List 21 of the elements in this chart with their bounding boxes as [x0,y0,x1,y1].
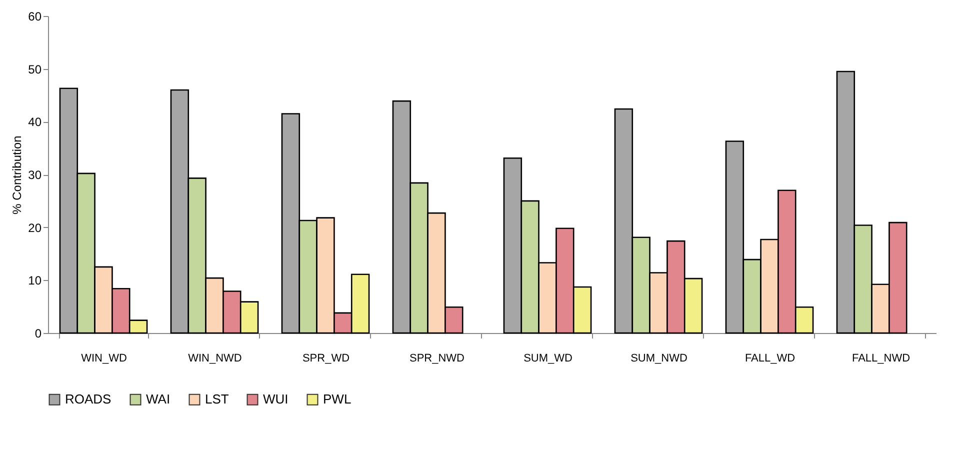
legend-label: ROADS [65,392,112,407]
y-axis-title: % Contribution [10,136,24,214]
y-tick-label: 30 [28,168,42,182]
legend-label: LST [205,392,229,407]
y-tick-label: 0 [34,326,42,340]
x-tick-label: SPR_WD [302,352,350,364]
x-tick-label: WIN_WD [81,352,127,364]
x-tick-label: SPR_NWD [409,352,465,364]
legend-label: WAI [146,392,170,407]
x-tick-label: SUM_NWD [630,352,688,364]
y-tick-label: 50 [28,62,42,76]
y-tick-label: 10 [28,274,42,288]
x-tick-label: SUM_WD [524,352,572,364]
y-tick-label: 60 [28,10,42,24]
x-tick-label: FALL_NWD [852,352,910,364]
x-tick-label: FALL_WD [744,352,796,364]
legend-label: PWL [323,392,352,407]
y-tick-label: 20 [28,220,42,235]
x-tick-label: WIN_NWD [188,352,242,364]
legend-label: WUI [263,392,288,407]
y-tick-label: 40 [28,115,42,130]
